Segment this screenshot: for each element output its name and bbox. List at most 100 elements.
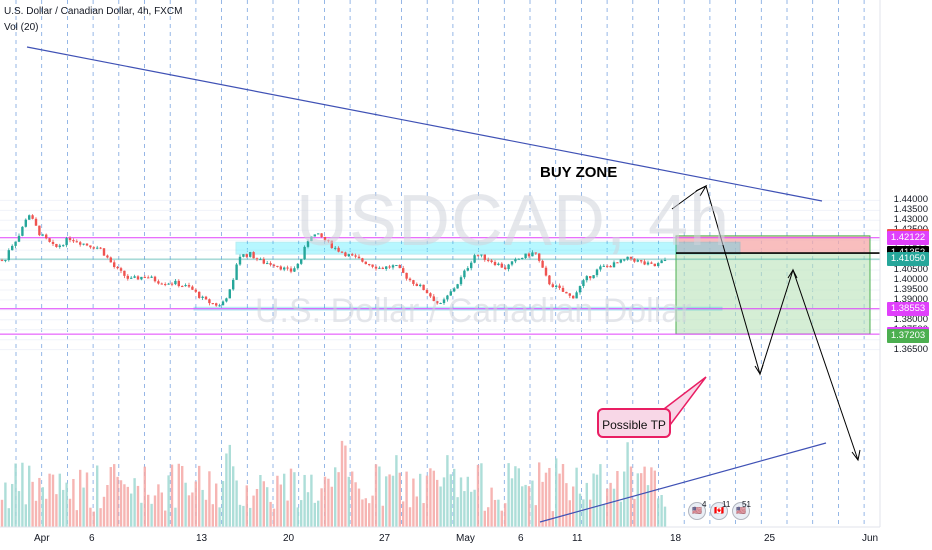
price-label: 1.42122 [887,230,929,245]
volume-bar [402,501,405,527]
volume-bar [517,468,520,527]
candle-body [89,245,92,248]
candle-body [306,241,310,247]
arrow-head [851,449,861,462]
candle-body [242,254,245,257]
volume-bar [575,467,578,527]
candle-body [279,266,282,270]
candle-body [167,283,170,285]
ca-flag-icon[interactable]: 🇨🇦 [710,502,728,520]
volume-bar [123,484,126,527]
candle-body [38,225,41,236]
volume-bar [116,476,119,527]
volume-bar [153,495,157,527]
candle-body [334,247,337,249]
candle-body [663,259,667,261]
candle-body [225,298,228,302]
candle-body [126,275,129,279]
candle-body [514,259,517,262]
volume-bar [585,482,588,527]
volume-bar [96,465,99,527]
candle-body [245,254,248,257]
candle-body [116,267,119,269]
possible-tp-callout[interactable]: Possible TP [597,408,671,438]
volume-bar [174,507,177,527]
volume-bar [381,505,384,527]
volume-bar [368,503,371,527]
candle-body [283,267,286,270]
candle-body [364,261,367,265]
candle-body [55,243,58,247]
candle-body [432,296,435,302]
candle-body [470,262,473,269]
candle-body [72,240,75,242]
candle-body [259,259,262,261]
volume-bar [385,476,388,527]
event-count: 4 [702,500,707,509]
price-tick-label: 1.44000 [893,194,928,206]
volume-bar [170,464,174,527]
volume-bar [436,479,439,527]
candle-body [79,242,82,245]
volume-bar [21,462,24,527]
candle-body [174,280,177,285]
candle-body [262,259,265,264]
volume-bar [147,494,150,527]
candle-body [476,255,480,257]
volume-bar [102,496,106,527]
event-count: 51 [742,500,751,509]
volume-bar [558,473,561,527]
candle-body [289,268,293,272]
volume-bar [24,504,27,527]
volume-bar [646,485,650,527]
candle-body [623,259,626,261]
candle-body [385,266,388,269]
candle-body [187,285,191,287]
volume-bar [82,487,85,527]
volume-bar [140,502,143,527]
volume-bar [538,462,541,527]
volume-bar [245,485,248,527]
candle-body [337,247,340,252]
volume-bar [55,494,58,527]
candle-body [429,293,432,297]
candle-body [323,236,327,241]
volume-bar [391,475,395,527]
candle-body [391,265,395,268]
volume-bar [62,489,65,527]
volume-bar [320,488,323,527]
volume-bar [191,492,194,527]
volume-bar [225,453,228,527]
grid [0,0,880,527]
candle-body [113,262,116,268]
volume-bar [72,478,75,527]
volume-bar [361,499,364,527]
volume-bar [347,476,350,527]
candle-body [572,295,575,299]
us-flag-icon[interactable]: 🇺🇸 [688,502,706,520]
volume-bar [626,442,629,527]
candle-body [504,267,507,270]
candle-body [170,283,174,285]
candle-body [368,264,371,266]
candle-body [201,296,204,298]
candle-body [551,284,554,287]
volume-bar [514,466,517,527]
volume-bar [395,455,398,527]
volume-bar [68,498,72,527]
volume-bar [14,463,17,527]
volume-bar [354,482,357,527]
volume-bar [266,487,269,527]
candle-body [425,290,429,294]
candle-body [419,284,422,286]
volume-bar [167,475,170,527]
volume-bar [582,499,585,527]
volume-bar [640,473,643,527]
candle-body [527,253,531,257]
us-flag-icon[interactable]: 🇺🇸 [732,502,750,520]
volume-bar [242,505,245,527]
candle-body [296,263,299,269]
candle-body [602,265,605,267]
volume-bar [633,498,636,527]
